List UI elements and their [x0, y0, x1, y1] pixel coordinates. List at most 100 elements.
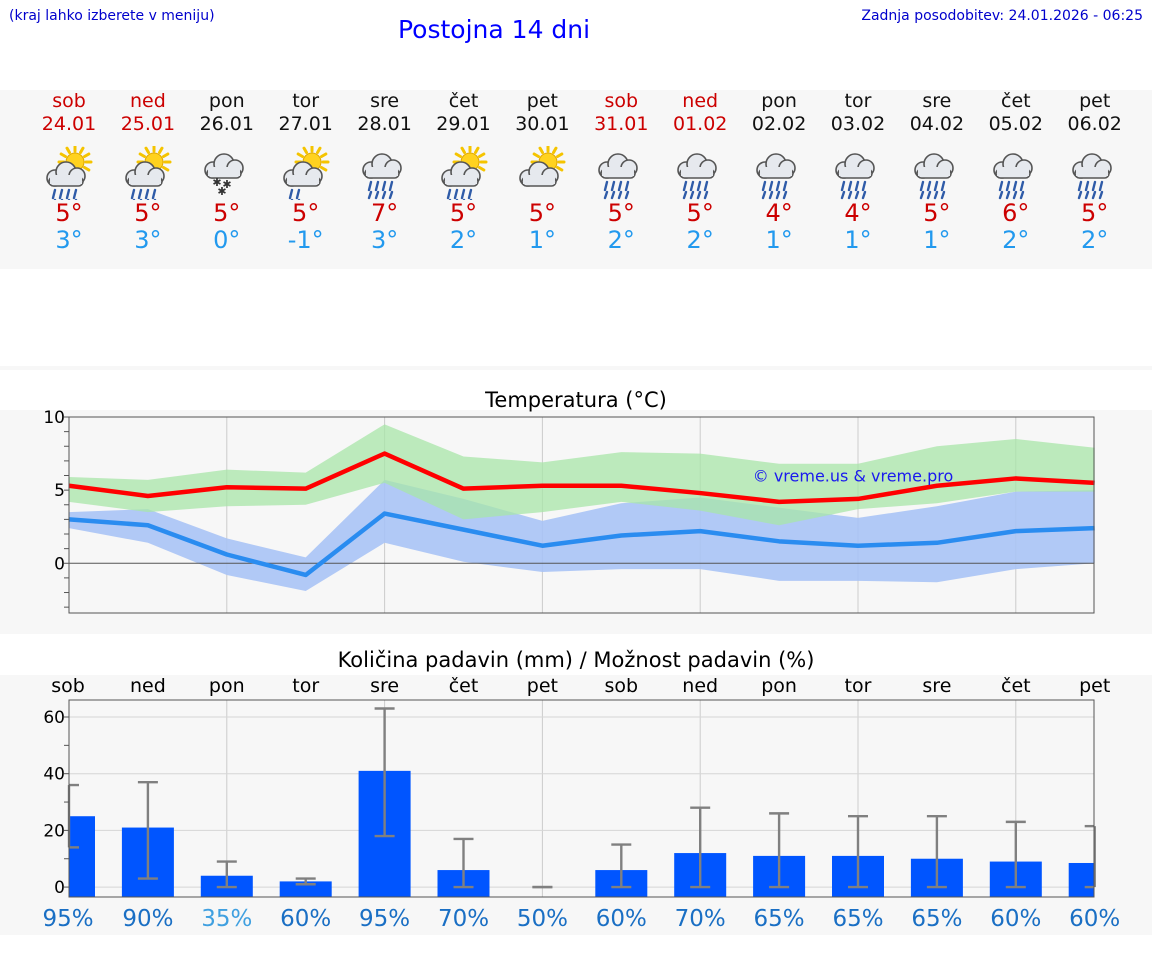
watermark: © vreme.us & vreme.pro [753, 466, 954, 485]
min-temperature: 2° [607, 226, 635, 254]
location-hint: (kraj lahko izberete v meniju) [9, 8, 215, 24]
day-name: tor [292, 90, 320, 112]
precip-bar [69, 816, 95, 897]
last-updated: Zadnja posodobitev: 24.01.2026 - 06:25 [861, 8, 1143, 24]
day-label: sob [605, 675, 639, 697]
forecast-day: čet 05.02 6° 2° [971, 90, 1061, 254]
divider [0, 366, 1152, 370]
precip-probability: 35% [201, 906, 252, 932]
day-date: 01.02 [672, 113, 728, 135]
day-date: 30.01 [515, 113, 570, 135]
day-label: sob [51, 675, 85, 697]
day-label: tor [292, 675, 319, 697]
max-temperature: 5° [607, 199, 635, 227]
day-date: 05.02 [988, 113, 1043, 135]
max-temperature: 7° [370, 199, 399, 227]
daily-forecast-panel [0, 90, 1152, 269]
day-name: sre [370, 90, 400, 112]
y-tick-label: 40 [43, 765, 65, 785]
day-label: pet [1079, 675, 1110, 697]
min-temperature: 2° [1081, 226, 1109, 254]
y-tick-label: 0 [54, 878, 65, 898]
precip-probability: 95% [42, 906, 93, 932]
max-temperature: 5° [686, 199, 714, 227]
max-temperature: 5° [449, 199, 478, 227]
precipitation-chart: sob ned pon tor sre čet pet sob ned pon tor sre čet p… [42, 675, 1120, 932]
precip-probability: 65% [754, 906, 805, 932]
y-tick-label: 0 [54, 554, 65, 574]
y-tick-label: 10 [43, 410, 65, 428]
min-temperature: 1° [765, 226, 793, 254]
min-temperature: 1° [528, 226, 557, 254]
forecast-day: pon 26.01 ✱ ✱ ✱ 5° 0° [182, 90, 272, 254]
day-date: 29.01 [436, 113, 491, 135]
plot-frame [68, 416, 1095, 614]
day-date: 04.02 [909, 113, 965, 135]
precip-probability: 50% [517, 906, 568, 932]
sun-cloud-rain-icon [125, 146, 172, 200]
day-date: 02.02 [751, 113, 807, 135]
min-temperature: 2° [1002, 226, 1030, 254]
day-date: 06.02 [1067, 113, 1122, 135]
svg-text:✱: ✱ [222, 178, 231, 191]
day-label: pon [209, 675, 245, 697]
day-label: čet [1001, 675, 1031, 697]
min-temperature: 2° [686, 226, 714, 254]
precip-probability: 60% [1069, 906, 1120, 932]
forecast-day: sob 31.01 5° 2° [576, 90, 666, 254]
sun-cloud-rain-light-icon [282, 146, 330, 200]
max-temperature: 5° [528, 199, 557, 227]
day-date: 27.01 [278, 113, 333, 135]
day-label: pet [527, 675, 558, 697]
max-temperature: 4° [844, 199, 872, 227]
forecast-day: tor 03.02 4° 1° [813, 90, 903, 254]
day-label: tor [845, 675, 872, 697]
precip-probability: 60% [990, 906, 1041, 932]
day-name: čet [448, 90, 479, 112]
y-tick-label: 60 [43, 708, 65, 728]
max-temperature-line [68, 451, 1095, 505]
max-temperature: 5° [213, 199, 241, 227]
day-date: 24.01 [41, 113, 97, 135]
min-temperature: -1° [287, 226, 324, 254]
day-name: ned [129, 90, 166, 112]
cloud-rain-icon [992, 153, 1033, 200]
day-label: čet [449, 675, 479, 697]
min-temperature: 3° [134, 226, 162, 254]
forecast-day: tor 27.01 5° -1° [261, 90, 351, 254]
precip-probability: 70% [438, 906, 489, 932]
day-name: pon [761, 90, 797, 112]
max-temperature: 5° [923, 199, 951, 227]
day-label: ned [682, 675, 718, 697]
precip-bar [1068, 862, 1094, 897]
precip-probability: 60% [280, 906, 331, 932]
day-name: sre [922, 90, 952, 112]
svg-text:✱: ✱ [217, 185, 226, 198]
cloud-rain-icon [914, 153, 954, 200]
day-name: sob [52, 90, 86, 112]
max-temperature: 5° [292, 199, 320, 227]
precip-probability: 60% [596, 906, 647, 932]
forecast-day: pet 30.01 5° 1° [497, 90, 587, 254]
day-date: 25.01 [120, 113, 176, 135]
day-label: pon [761, 675, 797, 697]
forecast-day: čet 29.01 5° 2° [419, 90, 509, 254]
cloud-snow-icon: ✱ ✱✱ [203, 153, 244, 198]
min-temperature: 1° [923, 226, 951, 254]
sun-cloud-rain-icon [46, 146, 93, 200]
forecast-day: ned 01.02 5° 2° [655, 90, 745, 254]
cloud-rain-icon [756, 153, 796, 200]
forecast-day: sob 24.01 5° 3° [24, 90, 114, 254]
cloud-rain-icon [1071, 153, 1112, 200]
precip-bar [279, 881, 332, 897]
precip-probability: 65% [911, 906, 962, 932]
precip-probability: 90% [122, 906, 173, 932]
cloud-rain-icon [361, 153, 402, 200]
min-temperature: 3° [55, 226, 83, 254]
plot-frame [68, 699, 1095, 898]
temperature-chart-title: Temperatura (°C) [485, 388, 667, 412]
cloud-rain-icon [835, 153, 875, 200]
day-date: 03.02 [830, 113, 886, 135]
day-name: tor [844, 90, 872, 112]
max-temperature: 5° [134, 199, 162, 227]
